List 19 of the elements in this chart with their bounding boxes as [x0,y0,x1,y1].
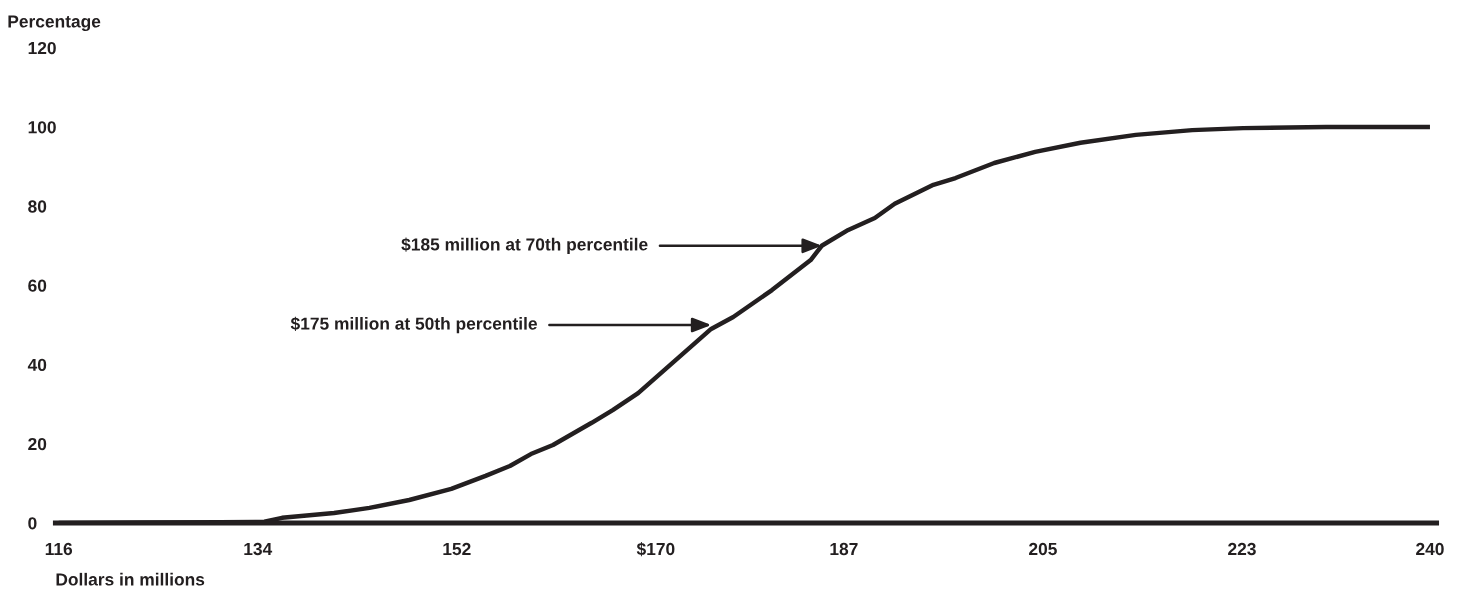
y-tick-label: 100 [28,121,56,134]
y-tick-label: 120 [28,41,56,55]
y-tick-label: 20 [28,437,47,451]
annotation: $185 million at 70th percentile [401,237,648,255]
x-tick-label: 152 [443,542,471,556]
y-axis-title: Percentage [8,15,101,32]
x-tick-label: $170 [636,542,675,557]
x-axis-title: Dollars in millions [56,572,205,586]
y-tick-label: 0 [28,517,37,530]
x-tick-label: 134 [244,542,273,556]
y-tick-label: 40 [27,358,47,372]
annotation: $175 million at 50th percentile [290,316,537,334]
x-tick-label: 223 [1228,542,1256,556]
x-tick-label: 240 [1416,542,1444,556]
y-tick-label: 80 [28,200,47,213]
y-tick-label: 60 [28,279,47,292]
x-tick-label: 205 [1029,542,1057,556]
x-tick-label: 187 [830,542,858,556]
x-tick-label: 116 [45,542,73,556]
